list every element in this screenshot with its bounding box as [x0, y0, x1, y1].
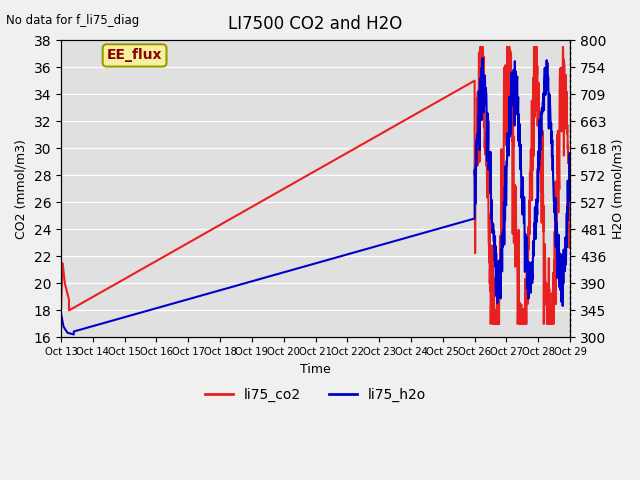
- Legend: li75_co2, li75_h2o: li75_co2, li75_h2o: [200, 383, 431, 408]
- Text: EE_flux: EE_flux: [107, 48, 163, 62]
- Title: LI7500 CO2 and H2O: LI7500 CO2 and H2O: [228, 15, 403, 33]
- Y-axis label: CO2 (mmol/m3): CO2 (mmol/m3): [15, 139, 28, 239]
- X-axis label: Time: Time: [300, 363, 331, 376]
- Y-axis label: H2O (mmol/m3): H2O (mmol/m3): [612, 139, 625, 239]
- Text: No data for f_li75_diag: No data for f_li75_diag: [6, 14, 140, 27]
